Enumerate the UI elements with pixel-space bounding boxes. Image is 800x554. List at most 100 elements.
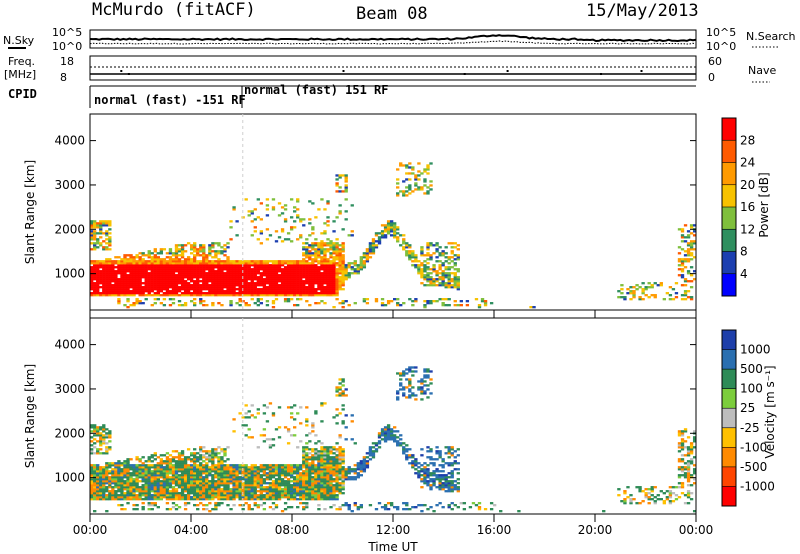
data-cell	[105, 498, 109, 501]
data-cell	[426, 374, 430, 377]
data-cell	[156, 462, 160, 465]
data-cell	[111, 264, 115, 267]
data-cell	[283, 218, 288, 221]
data-cell	[396, 372, 400, 375]
data-cell	[302, 294, 306, 297]
data-cell	[262, 464, 267, 467]
data-cell	[426, 508, 430, 511]
data-cell	[111, 278, 115, 281]
data-cell	[102, 282, 106, 285]
data-cell	[208, 458, 212, 461]
data-cell	[420, 270, 424, 273]
data-cell	[165, 476, 170, 479]
data-cell	[159, 280, 164, 283]
data-cell	[156, 256, 160, 259]
data-cell	[393, 430, 397, 433]
data-cell	[335, 250, 339, 253]
data-cell	[199, 260, 203, 263]
data-cell	[202, 504, 206, 507]
data-cell	[93, 452, 97, 455]
data-cell	[332, 478, 336, 481]
data-cell	[277, 236, 282, 239]
data-cell	[165, 464, 170, 467]
data-cell	[196, 494, 200, 497]
data-cell	[423, 268, 427, 271]
data-cell	[429, 472, 433, 475]
data-cell	[444, 286, 448, 289]
data-cell	[223, 244, 227, 247]
data-cell	[305, 238, 309, 241]
data-cell	[229, 282, 233, 285]
data-cell	[286, 260, 291, 263]
data-cell	[692, 248, 697, 251]
data-cell	[302, 280, 306, 283]
data-cell	[314, 242, 318, 245]
data-cell	[341, 466, 345, 469]
data-cell	[317, 272, 321, 275]
data-cell	[320, 446, 324, 449]
data-cell	[344, 426, 348, 429]
data-cell	[126, 464, 130, 467]
data-cell	[326, 290, 330, 293]
data-cell	[423, 380, 427, 383]
data-cell	[211, 496, 215, 499]
data-cell	[338, 490, 342, 493]
data-cell	[150, 498, 154, 501]
data-cell	[420, 186, 424, 189]
data-cell	[686, 234, 691, 237]
data-cell	[417, 466, 421, 469]
data-cell	[238, 494, 242, 497]
data-cell	[180, 484, 185, 487]
data-cell	[126, 490, 130, 493]
data-cell	[217, 464, 221, 467]
data-cell	[626, 288, 630, 291]
data-cell	[262, 278, 267, 281]
data-cell	[247, 474, 251, 477]
data-cell	[680, 228, 685, 231]
data-cell	[286, 298, 291, 301]
data-cell	[435, 476, 439, 479]
data-cell	[423, 370, 427, 373]
data-cell	[277, 280, 282, 283]
data-cell	[329, 456, 333, 459]
data-cell	[241, 508, 245, 511]
data-cell	[126, 466, 130, 469]
data-cell	[317, 276, 321, 279]
data-cell	[123, 304, 127, 307]
data-cell	[402, 246, 406, 249]
data-cell	[162, 266, 167, 269]
data-cell	[217, 280, 221, 283]
data-cell	[217, 250, 221, 253]
data-cell	[183, 280, 188, 283]
data-cell	[423, 274, 427, 277]
data-cell	[241, 472, 245, 475]
data-cell	[341, 266, 345, 269]
data-cell	[402, 370, 406, 373]
data-cell	[108, 430, 112, 433]
data-cell	[317, 484, 321, 487]
data-cell	[123, 466, 127, 469]
data-cell	[262, 260, 267, 263]
data-cell	[156, 492, 160, 495]
data-cell	[317, 450, 321, 453]
data-cell	[153, 248, 157, 251]
data-cell	[332, 264, 336, 267]
data-cell	[305, 434, 309, 437]
data-cell	[329, 294, 333, 297]
data-cell	[453, 462, 457, 465]
data-cell	[308, 244, 312, 247]
data-cell	[338, 286, 342, 289]
data-cell	[150, 274, 154, 277]
data-cell	[447, 448, 451, 451]
data-cell	[174, 478, 179, 481]
data-cell	[280, 464, 285, 467]
data-cell	[644, 288, 648, 291]
data-cell	[426, 396, 430, 399]
data-cell	[274, 464, 279, 467]
data-cell	[208, 484, 212, 487]
data-cell	[93, 264, 97, 267]
data-cell	[177, 300, 182, 303]
data-cell	[323, 496, 327, 499]
data-cell	[223, 268, 227, 271]
data-cell	[432, 266, 436, 269]
